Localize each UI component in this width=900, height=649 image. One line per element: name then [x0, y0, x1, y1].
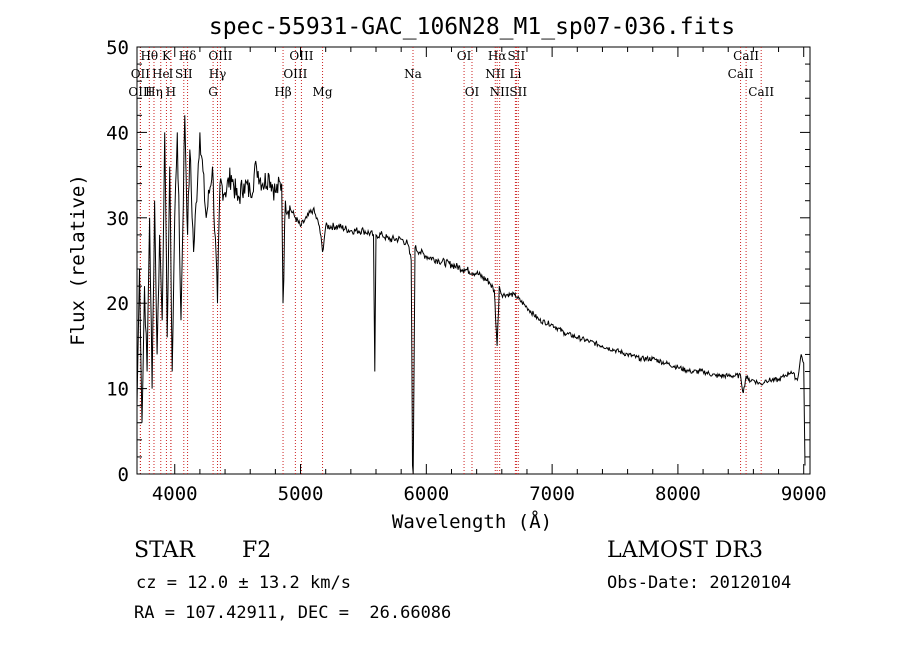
line-label-17: Na	[404, 67, 422, 81]
y-tick-label-3: 30	[106, 208, 129, 230]
x-tick-label-5: 9000	[781, 483, 827, 505]
line-label-2: OIII	[128, 85, 152, 99]
x-tick-label-3: 7000	[529, 483, 575, 505]
y-tick-label-4: 40	[106, 122, 129, 144]
line-label-26: CaII	[733, 49, 759, 63]
object-class: STAR	[134, 538, 195, 563]
plot-frame	[136, 46, 811, 475]
line-label-25: SII	[509, 85, 527, 99]
line-label-9: SII	[175, 67, 193, 81]
x-tick-label-2: 6000	[403, 483, 449, 505]
line-label-14: OIII	[289, 49, 313, 63]
line-label-23: Li	[509, 67, 521, 81]
x-tick-label-0: 4000	[152, 483, 198, 505]
line-label-24: NII	[490, 85, 510, 99]
spectral-subclass: F2	[242, 538, 272, 563]
line-label-22: NII	[485, 67, 505, 81]
y-tick-label-2: 20	[106, 293, 129, 315]
y-tick-label-0: 0	[118, 464, 129, 486]
line-label-7: I	[169, 67, 174, 81]
line-label-0: Hθ	[140, 49, 158, 63]
line-label-28: CaII	[748, 85, 774, 99]
line-label-27: CaII	[728, 67, 754, 81]
line-label-10: OIII	[208, 49, 232, 63]
line-label-21: SII	[508, 49, 526, 63]
coordinates-text: RA = 107.42911, DEC = 26.66086	[134, 603, 452, 623]
line-label-8: Hδ	[179, 49, 197, 63]
y-tick-label-1: 10	[106, 379, 129, 401]
line-label-19: OI	[465, 85, 480, 99]
line-label-4: Hη	[145, 85, 163, 99]
line-label-16: Mg	[313, 85, 333, 99]
y-axis-label: Flux (relative)	[67, 174, 89, 346]
line-label-15: OIII	[283, 67, 307, 81]
x-tick-label-1: 5000	[278, 483, 324, 505]
axis-ticks: 4000 5000 6000 7000 8000 9000 0 10 20 30 40 50	[106, 37, 826, 505]
line-label-20: Hα	[488, 49, 507, 63]
flux-series-line	[136, 115, 806, 475]
redshift-text: cz = 12.0 ± 13.2 km/s	[136, 573, 351, 593]
line-label-5: K	[162, 49, 172, 63]
line-label-11: Hγ	[209, 67, 227, 81]
line-label-3: He	[152, 67, 170, 81]
line-label-13: Hβ	[274, 85, 291, 99]
x-axis-label: Wavelength (Å)	[392, 510, 552, 533]
x-tick-label-4: 8000	[655, 483, 701, 505]
survey-name: LAMOST DR3	[607, 538, 763, 563]
y-tick-label-5: 50	[106, 37, 129, 59]
chart-title: spec-55931-GAC_106N28_M1_sp07-036.fits	[209, 14, 735, 40]
line-label-18: OI	[457, 49, 472, 63]
obs-date-text: Obs-Date: 20120104	[607, 573, 792, 593]
line-label-12: G	[208, 85, 218, 99]
